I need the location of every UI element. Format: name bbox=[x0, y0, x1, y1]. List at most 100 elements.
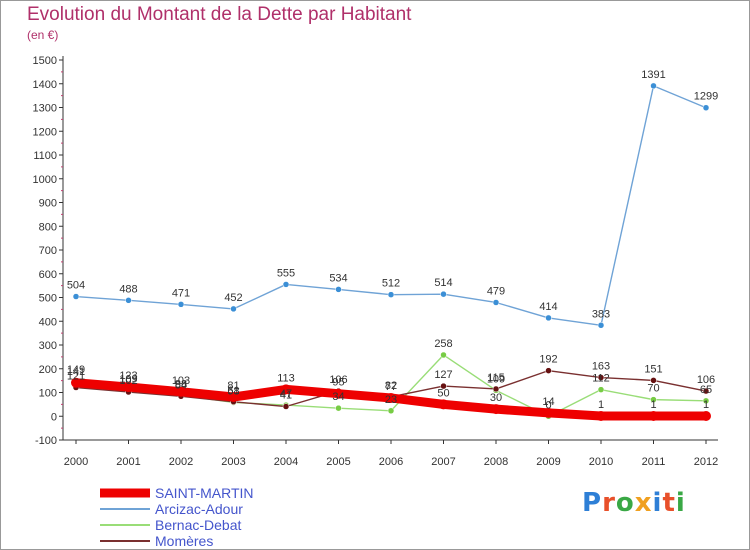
data-label: 47 bbox=[280, 388, 292, 400]
x-tick-label: 2002 bbox=[169, 456, 193, 468]
data-label: 50 bbox=[437, 387, 449, 399]
logo-letter: i bbox=[652, 488, 663, 518]
data-label: 123 bbox=[119, 370, 137, 382]
data-label: 112 bbox=[592, 373, 610, 385]
data-label: 479 bbox=[487, 285, 505, 297]
logo-letter: o bbox=[615, 488, 635, 518]
data-point bbox=[230, 305, 237, 313]
data-label: 82 bbox=[385, 380, 397, 392]
data-label: 514 bbox=[434, 277, 452, 289]
data-label: 151 bbox=[644, 363, 662, 375]
data-label: 555 bbox=[277, 267, 295, 279]
y-tick-label: 0 bbox=[51, 411, 57, 423]
data-label: 149 bbox=[67, 364, 85, 376]
data-point bbox=[492, 299, 500, 306]
data-label: 109 bbox=[487, 373, 505, 385]
data-label: 488 bbox=[119, 283, 137, 295]
x-tick-label: 2000 bbox=[64, 456, 88, 468]
data-label: 1 bbox=[650, 399, 656, 411]
x-tick-label: 2007 bbox=[431, 456, 455, 468]
data-label: 1299 bbox=[694, 91, 718, 103]
data-label: 70 bbox=[647, 383, 659, 395]
data-label: 102 bbox=[119, 375, 137, 387]
data-point bbox=[282, 281, 290, 288]
data-label: 512 bbox=[382, 278, 400, 290]
legend-label: SAINT-MARTIN bbox=[155, 485, 254, 501]
y-tick-label: -100 bbox=[35, 435, 57, 447]
legend-swatch bbox=[100, 524, 150, 526]
data-point bbox=[176, 386, 186, 397]
y-tick-label: 800 bbox=[39, 221, 57, 233]
data-point bbox=[650, 82, 657, 90]
x-tick-label: 2004 bbox=[274, 456, 298, 468]
data-point bbox=[387, 291, 395, 298]
data-point bbox=[71, 377, 81, 388]
data-label: 65 bbox=[700, 384, 712, 396]
data-label: 23 bbox=[385, 394, 397, 406]
y-tick-label: 600 bbox=[39, 269, 57, 281]
data-point bbox=[228, 392, 239, 403]
data-label: 127 bbox=[434, 369, 452, 381]
data-point bbox=[650, 377, 657, 384]
data-point bbox=[597, 386, 605, 393]
logo-letter: P bbox=[582, 488, 603, 518]
y-tick-label: 700 bbox=[39, 245, 57, 257]
data-label: 41 bbox=[280, 390, 292, 402]
x-tick-label: 2001 bbox=[116, 456, 140, 468]
data-point bbox=[648, 411, 659, 422]
data-point bbox=[492, 385, 500, 393]
data-label: 192 bbox=[539, 354, 557, 366]
logo-letter: r bbox=[602, 488, 616, 518]
data-label: 0 bbox=[545, 399, 551, 411]
data-label: 534 bbox=[329, 272, 347, 284]
unit-label: (en €) bbox=[27, 28, 59, 42]
x-tick-label: 2012 bbox=[694, 456, 718, 468]
data-point bbox=[596, 411, 606, 422]
data-point bbox=[440, 351, 447, 359]
data-label: 58 bbox=[227, 385, 239, 397]
data-label: 34 bbox=[332, 391, 344, 403]
x-tick-label: 2011 bbox=[642, 456, 666, 468]
legend-label: Momères bbox=[155, 533, 214, 549]
data-point bbox=[281, 384, 291, 395]
data-point bbox=[335, 286, 342, 293]
legend-label: Bernac-Debat bbox=[155, 517, 242, 533]
logo-letter: i bbox=[675, 488, 686, 518]
data-label: 471 bbox=[172, 287, 190, 299]
y-tick-label: 1300 bbox=[33, 103, 57, 115]
data-point bbox=[597, 374, 605, 381]
data-point bbox=[440, 382, 447, 390]
x-tick-label: 2008 bbox=[484, 456, 508, 468]
data-label: 113 bbox=[277, 372, 295, 384]
data-label: 109 bbox=[119, 373, 137, 385]
y-tick-label: 1000 bbox=[33, 174, 57, 186]
x-tick-label: 2009 bbox=[536, 456, 560, 468]
data-label: 106 bbox=[697, 374, 715, 386]
data-label: 95 bbox=[332, 377, 344, 389]
data-point bbox=[387, 407, 395, 415]
y-tick-label: 300 bbox=[39, 340, 57, 352]
proxiti-logo: Proxiti bbox=[582, 488, 686, 518]
legend-swatch bbox=[100, 540, 150, 542]
data-label: 77 bbox=[385, 381, 397, 393]
y-tick-label: 500 bbox=[39, 293, 57, 305]
data-point bbox=[650, 396, 657, 403]
data-point bbox=[72, 293, 80, 300]
data-point bbox=[701, 411, 711, 422]
data-point bbox=[702, 387, 710, 395]
data-point bbox=[545, 367, 552, 374]
data-point bbox=[386, 392, 396, 403]
y-tick-label: 900 bbox=[39, 198, 57, 210]
y-tick-label: 1200 bbox=[33, 126, 57, 138]
data-point bbox=[440, 290, 447, 298]
data-label: 88 bbox=[175, 378, 187, 390]
data-label: 103 bbox=[172, 375, 190, 387]
data-point bbox=[177, 301, 185, 308]
y-tick-label: 1500 bbox=[33, 55, 57, 67]
data-label: 163 bbox=[592, 361, 610, 373]
data-label: 141 bbox=[67, 366, 85, 378]
x-tick-label: 2006 bbox=[379, 456, 403, 468]
chart-title: Evolution du Montant de la Dette par Hab… bbox=[27, 4, 412, 25]
y-tick-label: 400 bbox=[39, 316, 57, 328]
